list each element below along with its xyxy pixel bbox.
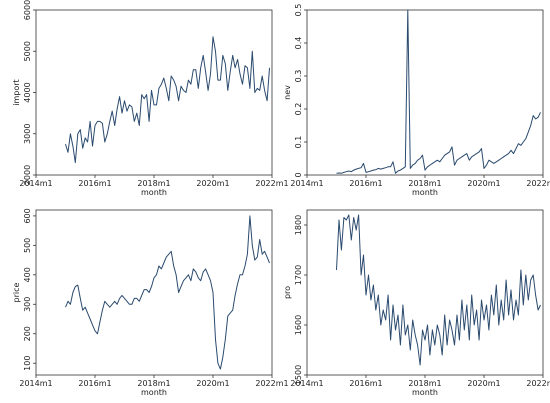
x-tick-label: 2018m1 <box>408 379 441 388</box>
x-tick-label: 2018m1 <box>137 379 170 388</box>
y-axis-title: pro <box>283 286 292 299</box>
y-axis-title: price <box>12 282 21 302</box>
chart-panel-pro: 2014m1 2016m1 2018m1 2020m1 2022m1 1500 1600 17… <box>283 209 550 397</box>
x-tick-label: 2022m1 <box>526 179 550 188</box>
x-tick-label: 2020m1 <box>467 379 500 388</box>
plot-area <box>306 9 544 176</box>
chart-panel-price: 2014m1 2016m1 2018m1 2020m1 2022m1 100 200 300 4… <box>12 208 289 397</box>
chart-panel-nev: 2014m1 2016m1 2018m1 2020m1 2022m1 0 0.1 0.2 0.3… <box>283 4 550 197</box>
x-tick-label: 2014m1 <box>19 379 52 388</box>
x-tick-label: 2022m1 <box>255 179 288 188</box>
plot-area <box>35 209 273 376</box>
y-tick-label: 1700 <box>294 265 303 285</box>
x-axis-title: month <box>412 188 438 197</box>
x-tick-label: 2016m1 <box>78 179 111 188</box>
y-tick-label: 0.3 <box>294 70 303 83</box>
y-tick-label: 400 <box>23 267 32 282</box>
y-tick-label: 100 <box>23 356 32 371</box>
y-tick-label: 200 <box>23 326 32 341</box>
x-tick-label: 2018m1 <box>137 179 170 188</box>
x-tick-label: 2014m1 <box>290 179 323 188</box>
y-tick-label: 0.5 <box>294 4 303 17</box>
y-tick-label: 0.1 <box>294 136 303 149</box>
x-tick-label: 2020m1 <box>196 379 229 388</box>
y-tick-label: 0 <box>294 172 303 177</box>
series-line-price <box>65 215 270 370</box>
x-tick-label: 2020m1 <box>196 179 229 188</box>
x-tick-label: 2022m1 <box>255 379 288 388</box>
x-axis-title: month <box>141 388 167 397</box>
x-axis-title: month <box>141 188 167 197</box>
x-tick-label: 2014m1 <box>19 179 52 188</box>
y-tick-label: 3000 <box>23 124 32 144</box>
y-tick-label: 2000 <box>23 165 32 185</box>
y-tick-label: 600 <box>23 208 32 223</box>
plot-area <box>35 9 273 176</box>
y-tick-label: 1800 <box>294 215 303 235</box>
y-tick-label: 0.4 <box>294 37 303 50</box>
x-tick-label: 2016m1 <box>349 379 382 388</box>
x-tick-label: 2016m1 <box>78 379 111 388</box>
x-tick-label: 2016m1 <box>349 179 382 188</box>
y-tick-label: 0.2 <box>294 103 303 116</box>
y-axis-title: import <box>12 79 21 105</box>
x-tick-label: 2020m1 <box>467 179 500 188</box>
x-tick-label: 2022m1 <box>526 379 550 388</box>
series-line-pro <box>336 214 541 366</box>
x-axis-title: month <box>412 388 438 397</box>
y-tick-label: 1500 <box>294 365 303 385</box>
chart-panel-import: 2014m1 2016m1 2018m1 2020m1 2022m1 2000 3000 40… <box>12 0 289 197</box>
y-axis-title: nev <box>283 85 292 100</box>
plot-area <box>306 209 544 376</box>
y-tick-label: 5000 <box>23 41 32 61</box>
y-tick-label: 1600 <box>294 315 303 335</box>
x-tick-label: 2014m1 <box>290 379 323 388</box>
y-tick-label: 6000 <box>23 0 32 20</box>
y-tick-label: 4000 <box>23 82 32 102</box>
series-line-nev <box>336 9 541 174</box>
x-tick-label: 2018m1 <box>408 179 441 188</box>
y-tick-label: 500 <box>23 238 32 253</box>
y-tick-label: 300 <box>23 297 32 312</box>
series-line-import <box>65 36 270 164</box>
